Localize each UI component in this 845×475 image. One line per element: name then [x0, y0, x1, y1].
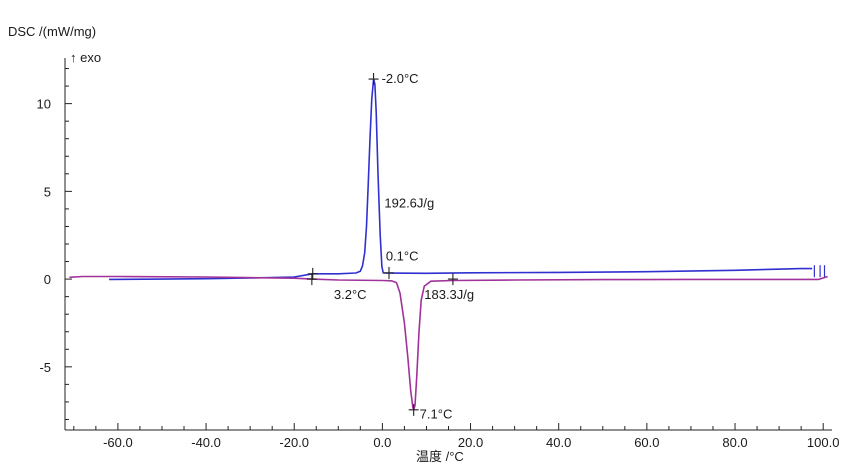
series-line-2	[69, 275, 828, 411]
marker-cross	[368, 73, 379, 86]
x-tick-label: 20.0	[458, 435, 483, 450]
marker-cross	[383, 266, 394, 279]
annotation-label: 192.6J/g	[384, 196, 434, 211]
y-tick-label: 5	[44, 184, 51, 199]
annotation-label: 0.1°C	[386, 248, 419, 263]
x-tick-label: 40.0	[546, 435, 571, 450]
marker-cross	[447, 273, 458, 286]
x-tick-label: 80.0	[722, 435, 747, 450]
series-line-1	[109, 78, 813, 281]
x-tick-label: -20.0	[279, 435, 309, 450]
x-axis-label: 温度 /°C	[416, 449, 464, 464]
x-tick-label: -40.0	[191, 435, 221, 450]
marker-cross	[306, 273, 317, 286]
exo-direction-label: ↑ exo	[70, 50, 101, 65]
y-tick-label: -5	[39, 360, 51, 375]
y-tick-label: 0	[44, 272, 51, 287]
marker-cross	[307, 267, 318, 280]
y-axis-label: DSC /(mW/mg)	[8, 24, 96, 39]
y-tick-label: 10	[37, 97, 51, 112]
annotation-label: 3.2°C	[334, 287, 367, 302]
x-tick-label: 60.0	[634, 435, 659, 450]
annotation-label: 183.3J/g	[424, 287, 474, 302]
x-tick-label: 100.0	[807, 435, 840, 450]
annotation-label: 7.1°C	[420, 407, 453, 422]
marker-cross	[408, 403, 419, 416]
annotation-label: -2.0°C	[382, 71, 419, 86]
x-tick-label: -60.0	[103, 435, 133, 450]
x-tick-label: 0.0	[373, 435, 391, 450]
